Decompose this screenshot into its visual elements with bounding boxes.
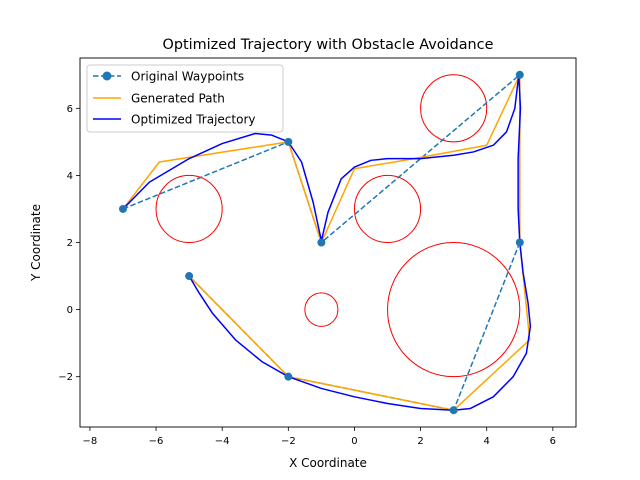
waypoint-marker-0 xyxy=(118,204,127,213)
chart-title: Optimized Trajectory with Obstacle Avoid… xyxy=(163,37,494,53)
y-axis-label: Y Coordinate xyxy=(29,204,43,282)
waypoint-marker-4 xyxy=(515,238,524,247)
waypoint-marker-7 xyxy=(185,272,194,281)
legend-label-original-waypoints: Original Waypoints xyxy=(131,70,244,84)
y-tick-label: 0 xyxy=(67,305,73,316)
x-tick-label: 0 xyxy=(351,436,357,447)
obstacle-circle-3 xyxy=(304,292,339,327)
y-tick-label: 6 xyxy=(67,104,73,115)
x-tick-label: −6 xyxy=(149,436,164,447)
waypoint-marker-5 xyxy=(449,406,458,415)
legend-label-generated-path: Generated Path xyxy=(131,92,225,106)
legend-box xyxy=(86,64,284,133)
x-axis-label: X Coordinate xyxy=(289,456,367,470)
x-tick-label: 4 xyxy=(484,436,490,447)
plot-area xyxy=(118,70,532,415)
x-tick-label: 2 xyxy=(417,436,423,447)
legend-marker-original-waypoints xyxy=(102,71,112,81)
y-axis-ticks: −2 0 2 4 6 xyxy=(58,104,80,383)
plot-frame xyxy=(79,57,577,428)
waypoint-marker-2 xyxy=(317,238,326,247)
obstacle-circle-0 xyxy=(155,174,223,243)
legend: Original Waypoints Generated Path Optimi… xyxy=(86,64,284,133)
x-tick-label: 6 xyxy=(550,436,556,447)
obstacle-circle-2 xyxy=(420,74,488,143)
x-tick-label: −2 xyxy=(281,436,296,447)
y-tick-label: 4 xyxy=(67,171,73,182)
legend-label-optimized-trajectory: Optimized Trajectory xyxy=(131,113,256,127)
x-tick-label: −8 xyxy=(83,436,98,447)
waypoint-marker-6 xyxy=(284,372,293,381)
obstacle-circle-4 xyxy=(387,242,521,378)
obstacle-circle-1 xyxy=(353,174,422,243)
series-line-optimized-trajectory xyxy=(122,74,532,411)
x-axis-ticks: −8 −6 −4 −2 0 2 4 6 xyxy=(83,427,556,447)
y-tick-label: 2 xyxy=(67,238,73,249)
waypoint-marker-3 xyxy=(515,70,524,79)
y-tick-label: −2 xyxy=(58,372,73,383)
x-tick-label: −4 xyxy=(215,436,230,447)
waypoint-marker-1 xyxy=(284,137,293,146)
